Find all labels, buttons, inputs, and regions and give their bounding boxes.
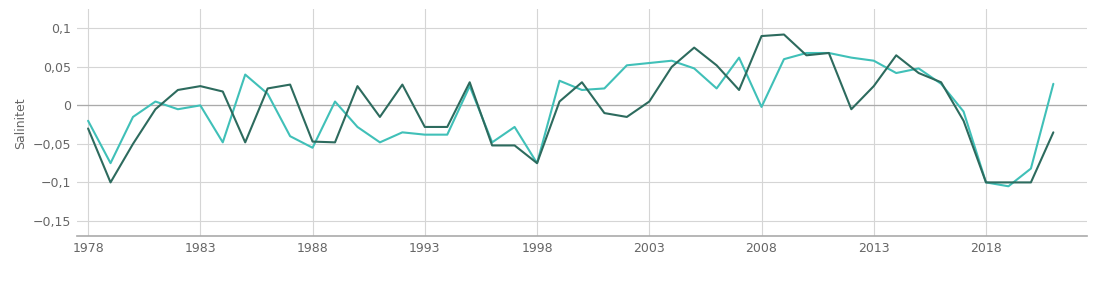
Vinter	[463, 84, 477, 88]
Sommer	[395, 83, 408, 86]
Line: Vinter: Vinter	[88, 53, 1053, 186]
Vinter	[261, 92, 274, 96]
Sommer	[81, 127, 94, 130]
Sommer	[755, 34, 769, 38]
Vinter	[755, 105, 769, 109]
Sommer	[867, 84, 881, 88]
Vinter	[732, 56, 746, 59]
Vinter	[216, 141, 229, 144]
Sommer	[597, 111, 610, 115]
Sommer	[418, 125, 432, 129]
Sommer	[171, 88, 184, 92]
Sommer	[440, 125, 453, 129]
Sommer	[687, 46, 701, 49]
Vinter	[418, 133, 432, 136]
Sommer	[957, 119, 971, 123]
Vinter	[1001, 185, 1015, 188]
Sommer	[889, 54, 903, 57]
Vinter	[620, 64, 634, 67]
Sommer	[844, 108, 858, 111]
Sommer	[216, 90, 229, 93]
Sommer	[553, 100, 567, 103]
Sommer	[126, 142, 139, 146]
Line: Sommer: Sommer	[88, 35, 1053, 182]
Vinter	[395, 131, 408, 134]
Vinter	[844, 56, 858, 59]
Vinter	[104, 161, 117, 165]
Sommer	[306, 140, 320, 143]
Sommer	[912, 71, 926, 75]
Vinter	[283, 134, 296, 138]
Sommer	[373, 115, 386, 119]
Vinter	[665, 59, 679, 62]
Sommer	[799, 54, 813, 57]
Vinter	[710, 87, 724, 90]
Sommer	[934, 81, 948, 84]
Vinter	[351, 125, 365, 129]
Sommer	[149, 108, 163, 111]
Sommer	[261, 87, 274, 90]
Sommer	[351, 84, 365, 88]
Sommer	[575, 81, 589, 84]
Sommer	[283, 83, 296, 86]
Sommer	[104, 181, 117, 184]
Vinter	[597, 87, 610, 90]
Vinter	[687, 67, 701, 70]
Vinter	[867, 59, 881, 62]
Vinter	[957, 110, 971, 113]
Sommer	[620, 115, 634, 119]
Vinter	[979, 181, 993, 184]
Sommer	[822, 51, 836, 55]
Vinter	[575, 88, 589, 92]
Sommer	[665, 65, 679, 69]
Sommer	[485, 144, 498, 147]
Vinter	[822, 51, 836, 55]
Vinter	[306, 146, 320, 150]
Sommer	[328, 141, 341, 144]
Vinter	[642, 61, 656, 65]
Vinter	[777, 57, 791, 61]
Vinter	[1024, 167, 1038, 170]
Sommer	[193, 84, 206, 88]
Vinter	[1046, 82, 1060, 86]
Sommer	[642, 100, 656, 103]
Vinter	[81, 119, 94, 123]
Vinter	[508, 125, 522, 129]
Sommer	[1024, 181, 1038, 184]
Vinter	[149, 100, 163, 103]
Vinter	[373, 141, 386, 144]
Sommer	[238, 141, 251, 144]
Vinter	[530, 161, 544, 165]
Y-axis label: Salinitet: Salinitet	[14, 97, 27, 148]
Sommer	[732, 88, 746, 92]
Sommer	[777, 33, 791, 36]
Vinter	[126, 115, 139, 119]
Sommer	[710, 64, 724, 67]
Sommer	[1046, 131, 1060, 134]
Vinter	[171, 108, 184, 111]
Vinter	[485, 141, 498, 144]
Vinter	[889, 71, 903, 75]
Sommer	[508, 144, 522, 147]
Vinter	[440, 133, 453, 136]
Sommer	[1001, 181, 1015, 184]
Vinter	[934, 82, 948, 86]
Vinter	[912, 67, 926, 70]
Vinter	[328, 100, 341, 103]
Vinter	[193, 104, 206, 107]
Sommer	[979, 181, 993, 184]
Vinter	[799, 51, 813, 55]
Vinter	[238, 73, 251, 76]
Vinter	[553, 79, 567, 82]
Sommer	[463, 81, 477, 84]
Sommer	[530, 161, 544, 165]
